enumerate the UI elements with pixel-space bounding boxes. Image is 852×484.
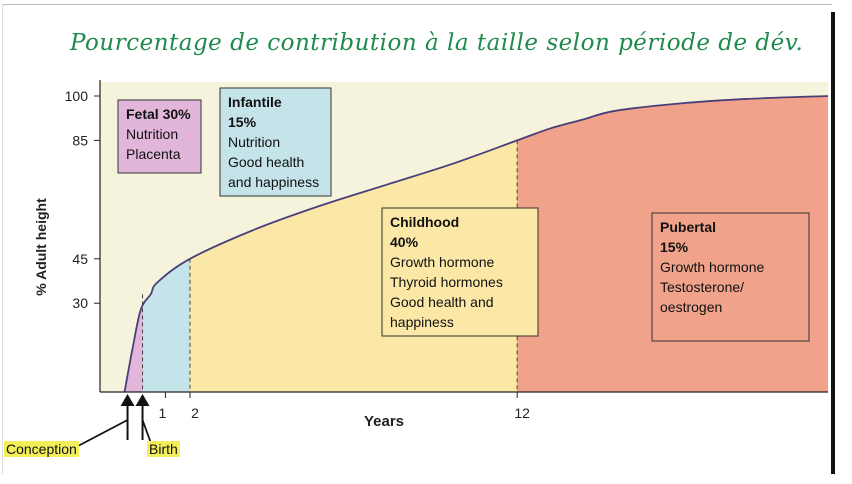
y-tick-label-45: 45 [72,251,88,267]
childhood-box-line-5: happiness [390,314,454,330]
infantile-box-line-3: Good health [228,154,304,170]
childhood-box-line-4: Good health and [390,294,494,310]
conception-arrow-head [120,394,135,406]
frame-top-border [2,4,832,5]
x-tick-label-2: 2 [191,405,199,421]
frame-right-border [831,12,835,474]
childhood-box-line-0: Childhood [390,214,459,230]
childhood-box-line-1: 40% [390,234,419,250]
infantile-box-line-0: Infantile [228,94,282,110]
pubertal-box-line-2: Growth hormone [660,259,764,275]
pubertal-box-line-4: oestrogen [660,299,722,315]
pubertal-box-line-3: Testosterone/ [660,279,744,295]
conception-label-wrapper: Conception [4,441,79,457]
fetal-box-line-1: Nutrition [126,126,178,142]
fetal-box [117,99,202,174]
childhood-box [381,207,539,337]
fetal-box-line-2: Placenta [126,146,181,162]
x-axis-label: Years [364,413,404,430]
infantile-box-line-1: 15% [228,114,257,130]
x-tick-label-1: 1 [159,405,167,421]
childhood-box-line-3: Thyroid hormones [390,274,503,290]
y-tick-label-100: 100 [65,88,89,104]
conception-arrow-leader [77,419,128,447]
childhood-box-line-2: Growth hormone [390,254,494,270]
infantile-box [219,87,332,197]
fetal-box-line-0: Fetal 30% [126,106,191,122]
birth-label: Birth [147,441,180,457]
pubertal-box [651,212,810,342]
frame-left-border [2,4,3,474]
pubertal-box-line-1: 15% [660,239,689,255]
infantile-box-line-2: Nutrition [228,134,280,150]
y-axis-label: % Adult height [33,198,49,296]
y-tick-label-85: 85 [72,132,88,148]
birth-label-wrapper: Birth [147,441,180,457]
infantile-box-line-4: and happiness [228,174,319,190]
conception-label: Conception [4,441,79,457]
growth-curve [123,95,829,393]
birth-arrow-head [135,394,150,406]
y-tick-label-30: 30 [72,295,88,311]
x-tick-label-12: 12 [514,405,530,421]
handwritten-title: Pourcentage de contribution à la taille … [70,30,804,56]
pubertal-box-line-0: Pubertal [660,219,716,235]
